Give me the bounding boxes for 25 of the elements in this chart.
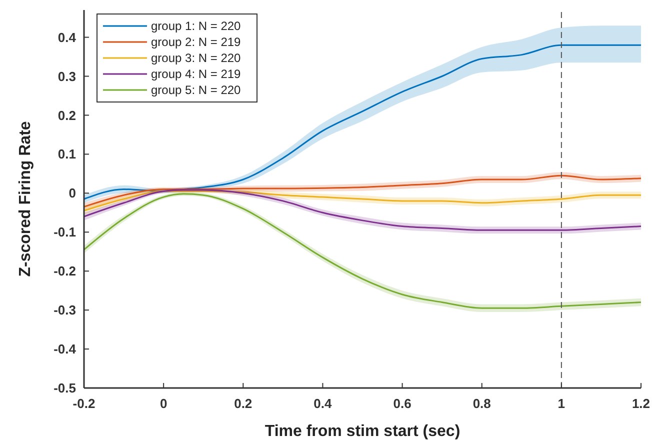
y-tick-label: 0.4 xyxy=(58,30,77,45)
legend-label: group 2: N = 219 xyxy=(151,35,242,50)
x-axis-title: Time from stim start (sec) xyxy=(264,423,460,440)
y-tick-label: 0.1 xyxy=(58,146,76,162)
y-tick-label: -0.4 xyxy=(54,342,77,357)
y-tick-label: 0 xyxy=(68,186,76,201)
x-tick-label: 0.4 xyxy=(314,396,333,411)
y-tick-label: -0.5 xyxy=(54,380,76,396)
y-tick-label: -0.3 xyxy=(54,302,76,318)
x-tick-label: -0.2 xyxy=(72,396,96,411)
y-axis-title: Z-scored Firing Rate xyxy=(17,121,34,277)
y-tick-label: -0.2 xyxy=(54,264,76,279)
x-tick-label: 1.2 xyxy=(632,396,650,411)
y-tick-label: 0.3 xyxy=(58,68,76,84)
x-tick-label: 0.2 xyxy=(234,396,252,411)
y-tick-label: 0.2 xyxy=(58,108,76,123)
legend-label: group 4: N = 219 xyxy=(151,67,242,82)
y-tick-label: -0.1 xyxy=(54,224,76,240)
x-tick-label: 0.8 xyxy=(472,396,491,411)
x-tick-label: 1 xyxy=(558,396,566,411)
legend-label: group 1: N = 220 xyxy=(151,19,242,34)
x-tick-label: 0.6 xyxy=(393,396,412,411)
legend-label: group 5: N = 220 xyxy=(151,83,242,98)
x-tick-label: 0 xyxy=(160,396,168,411)
legend-label: group 3: N = 220 xyxy=(151,51,242,66)
